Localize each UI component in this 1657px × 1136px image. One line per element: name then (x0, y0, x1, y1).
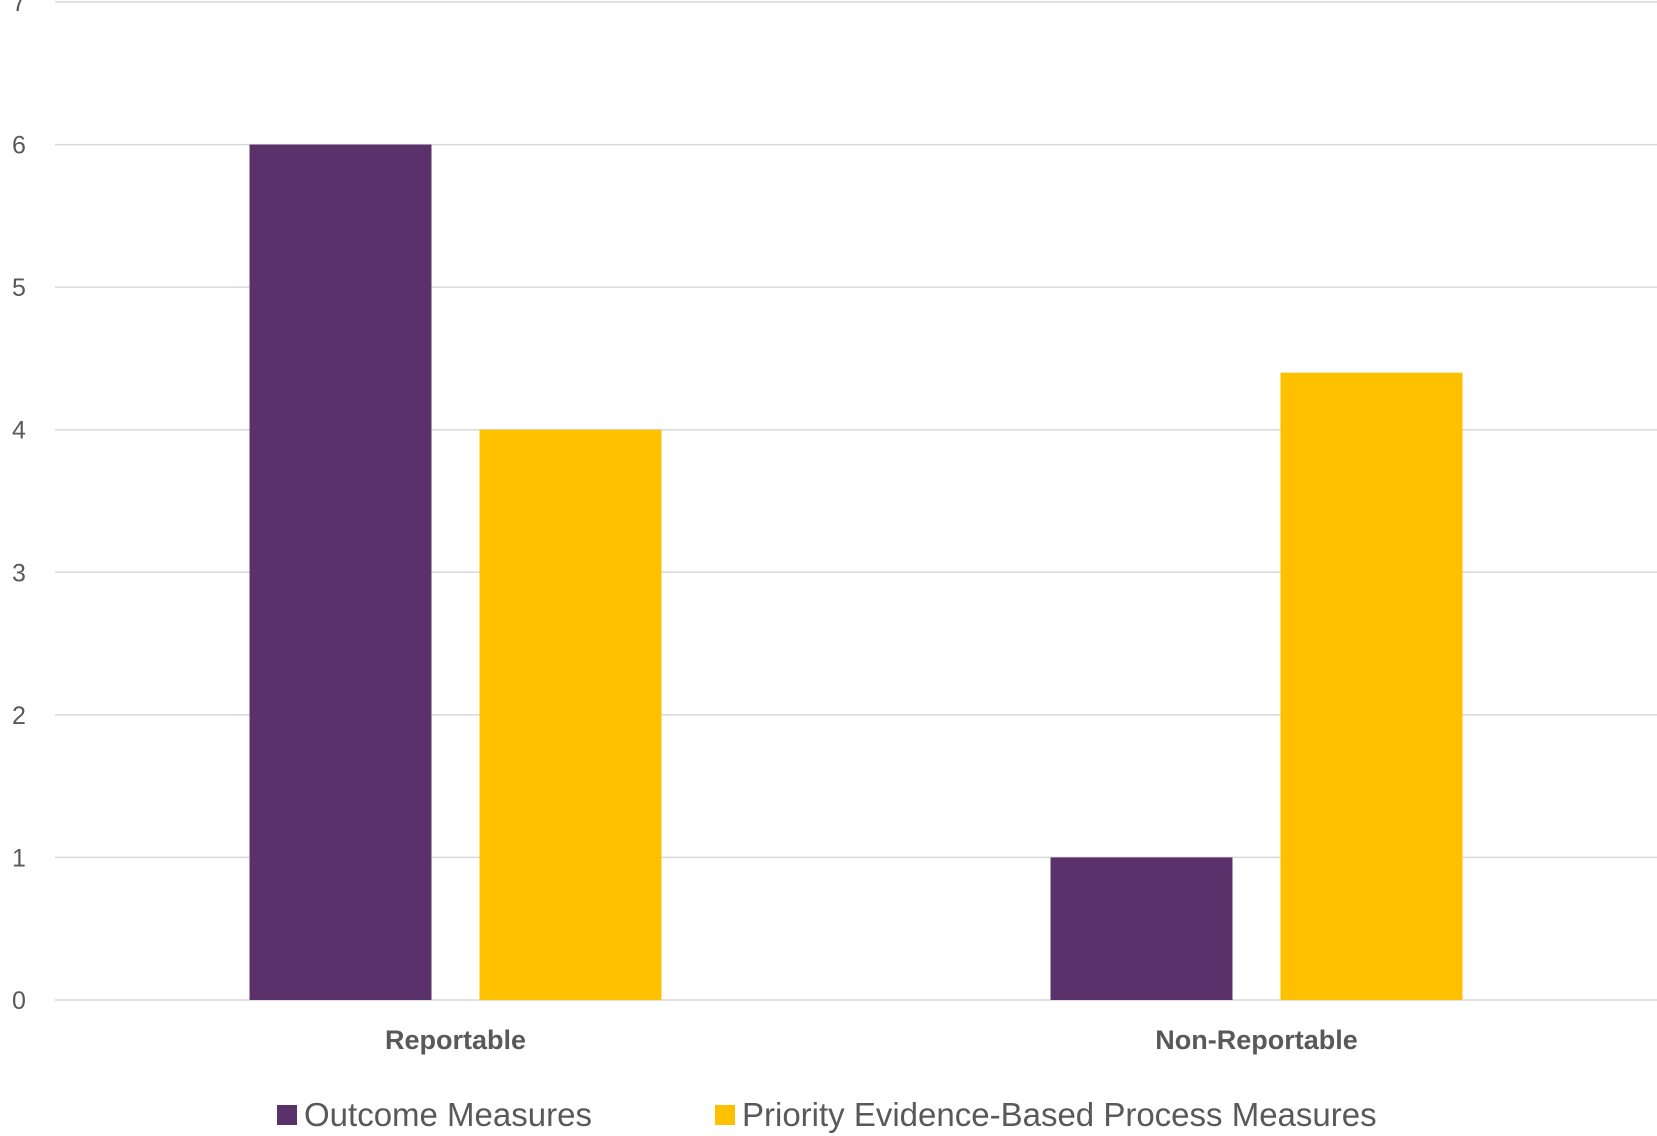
x-category-label: Reportable (385, 1025, 526, 1055)
y-tick-label: 6 (12, 132, 26, 160)
y-tick-label: 4 (12, 417, 26, 445)
y-tick-label: 2 (12, 702, 26, 730)
y-tick-label: 0 (12, 987, 26, 1015)
legend-swatch (277, 1105, 297, 1125)
y-tick-label: 7 (12, 0, 26, 17)
legend-swatch (715, 1105, 735, 1125)
y-axis-tick-labels: 0 1 2 3 4 5 6 7 (12, 0, 26, 1015)
x-category-label: Non-Reportable (1155, 1025, 1358, 1055)
bar-non-reportable-series-2 (1280, 372, 1463, 1001)
legend-label: Priority Evidence-Based Process Measures (742, 1096, 1377, 1133)
bar-non-reportable-series-1 (1050, 857, 1233, 1000)
y-tick-label: 5 (12, 274, 26, 302)
bar-reportable-series-2 (479, 429, 662, 1000)
legend: Outcome Measures Priority Evidence-Based … (277, 1096, 1377, 1133)
bar-reportable-series-1 (249, 144, 432, 1001)
bars (249, 144, 1463, 1001)
y-tick-label: 1 (12, 844, 26, 872)
x-axis-category-labels: Reportable Non-Reportable (385, 1025, 1358, 1055)
legend-label: Outcome Measures (304, 1096, 592, 1133)
y-tick-label: 3 (12, 559, 26, 587)
